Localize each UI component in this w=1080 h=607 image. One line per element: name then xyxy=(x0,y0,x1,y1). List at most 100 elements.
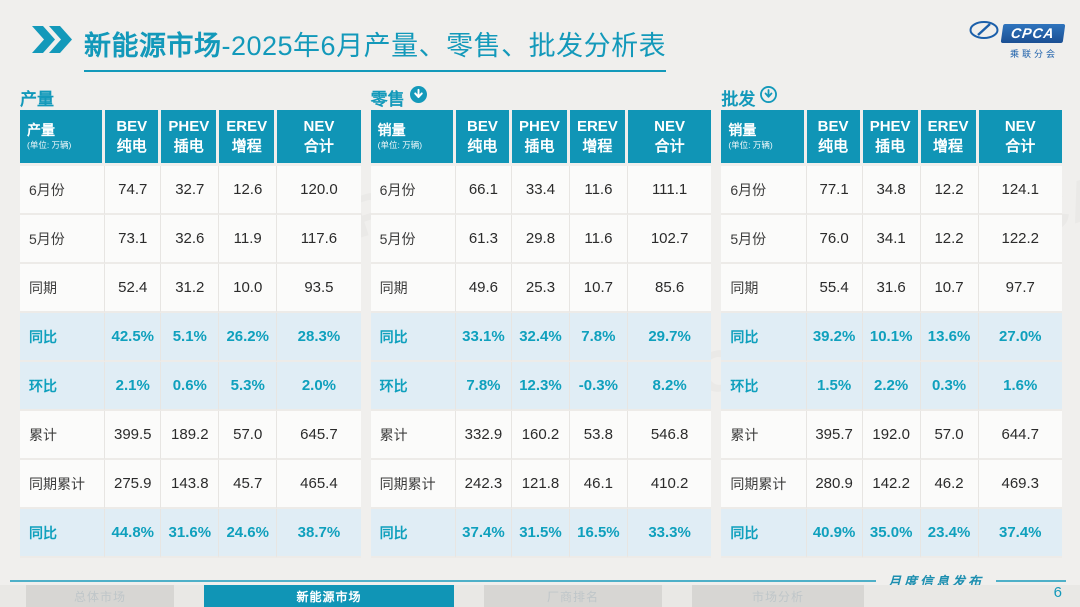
value-cell: 2.1% xyxy=(105,362,162,411)
value-cell: 44.8% xyxy=(105,509,162,558)
value-cell: 117.6 xyxy=(277,215,361,264)
wholesale-table: 批发 销量 (单位: 万辆) BEV 纯电 PHEV 插电 EREV 增程 NEV 合计 6月… xyxy=(721,84,1063,558)
value-cell: 546.8 xyxy=(627,411,712,460)
column-header: BEV 纯电 xyxy=(455,110,513,166)
value-cell: 13.6% xyxy=(920,313,979,362)
value-cell: 124.1 xyxy=(978,166,1063,215)
value-cell: 7.8% xyxy=(455,362,513,411)
table-row: 6月份 74.7 32.7 12.6 120.0 xyxy=(20,166,361,215)
value-cell: 143.8 xyxy=(161,460,220,509)
row-label-cell: 同期累计 xyxy=(20,460,106,509)
table-row: 5月份 61.3 29.8 11.6 102.7 xyxy=(370,215,712,264)
double-chevron-icon xyxy=(32,26,74,58)
tables-row: 产量 产量 (单位: 万辆) BEV 纯电 PHEV 插电 EREV 增程 NEV 合计 6月… xyxy=(20,84,1063,558)
cpca-wordmark: CPCA xyxy=(1000,23,1066,43)
value-cell: 55.4 xyxy=(806,264,863,313)
row-label-cell: 同比 xyxy=(721,509,807,558)
table-row: 同期 52.4 31.2 10.0 93.5 xyxy=(20,264,361,313)
column-header: BEV 纯电 xyxy=(806,110,863,166)
value-cell: 11.6 xyxy=(569,215,628,264)
production-table: 产量 产量 (单位: 万辆) BEV 纯电 PHEV 插电 EREV 增程 NEV 合计 6月… xyxy=(20,84,361,558)
value-cell: 242.3 xyxy=(455,460,513,509)
row-label-cell: 环比 xyxy=(721,362,807,411)
value-cell: 85.6 xyxy=(627,264,712,313)
row-label-cell: 同比 xyxy=(721,313,807,362)
row-label-cell: 6月份 xyxy=(721,166,807,215)
table-row: 同比 39.2% 10.1% 13.6% 27.0% xyxy=(721,313,1063,362)
value-cell: 122.2 xyxy=(978,215,1063,264)
value-cell: 31.2 xyxy=(161,264,220,313)
value-cell: 45.7 xyxy=(219,460,278,509)
value-cell: 5.3% xyxy=(219,362,278,411)
table-row: 同比 37.4% 31.5% 16.5% 33.3% xyxy=(370,509,712,558)
row-label-cell: 同比 xyxy=(370,313,456,362)
table-row: 5月份 76.0 34.1 12.2 122.2 xyxy=(721,215,1063,264)
table-row: 同期 49.6 25.3 10.7 85.6 xyxy=(370,264,712,313)
value-cell: 0.6% xyxy=(161,362,220,411)
value-cell: 49.6 xyxy=(455,264,513,313)
row-label-cell: 6月份 xyxy=(370,166,456,215)
value-cell: 52.4 xyxy=(105,264,162,313)
value-cell: 28.3% xyxy=(277,313,361,362)
value-cell: 93.5 xyxy=(277,264,361,313)
value-cell: 57.0 xyxy=(920,411,979,460)
value-cell: 34.8 xyxy=(862,166,921,215)
table-row: 同比 33.1% 32.4% 7.8% 29.7% xyxy=(370,313,712,362)
value-cell: 61.3 xyxy=(455,215,513,264)
table-row: 6月份 77.1 34.8 12.2 124.1 xyxy=(721,166,1063,215)
value-cell: 37.4% xyxy=(455,509,513,558)
value-cell: 12.2 xyxy=(920,166,979,215)
value-cell: 2.2% xyxy=(862,362,921,411)
bottom-tab-4[interactable]: 市场分析 xyxy=(692,585,864,607)
circle-down-arrow-icon xyxy=(760,86,778,108)
value-cell: 10.7 xyxy=(569,264,628,313)
value-cell: 32.4% xyxy=(512,313,570,362)
section-label: 产量 xyxy=(20,89,54,109)
value-cell: 121.8 xyxy=(512,460,570,509)
row-label-cell: 同期累计 xyxy=(370,460,456,509)
value-cell: 66.1 xyxy=(455,166,513,215)
row-label-cell: 5月份 xyxy=(370,215,456,264)
value-cell: 31.6% xyxy=(161,509,220,558)
value-cell: 25.3 xyxy=(512,264,570,313)
value-cell: 31.6 xyxy=(862,264,921,313)
section-title: 零售 xyxy=(371,84,712,110)
value-cell: 465.4 xyxy=(277,460,361,509)
row-label-cell: 累计 xyxy=(721,411,807,460)
bottom-tab-1[interactable]: 总体市场 xyxy=(26,585,174,607)
row-label-cell: 同比 xyxy=(20,509,106,558)
section-title: 批发 xyxy=(721,84,1062,110)
table-row: 同期累计 280.9 142.2 46.2 469.3 xyxy=(721,460,1063,509)
page-number: 6 xyxy=(1053,584,1062,601)
bottom-tab-3[interactable]: 厂商排名 xyxy=(484,585,662,607)
cpca-subtext: 乘联分会 xyxy=(1009,49,1058,59)
value-cell: 73.1 xyxy=(105,215,162,264)
column-header: NEV 合计 xyxy=(277,110,361,166)
value-cell: 23.4% xyxy=(920,509,979,558)
row-label-cell: 环比 xyxy=(20,362,106,411)
value-cell: 120.0 xyxy=(277,166,361,215)
value-cell: 160.2 xyxy=(512,411,570,460)
value-cell: 1.6% xyxy=(978,362,1063,411)
row-label-cell: 累计 xyxy=(370,411,456,460)
value-cell: 192.0 xyxy=(862,411,921,460)
table-row: 同期 55.4 31.6 10.7 97.7 xyxy=(721,264,1063,313)
value-cell: 57.0 xyxy=(219,411,278,460)
column-header: NEV 合计 xyxy=(978,110,1063,166)
row-label-cell: 同期 xyxy=(721,264,807,313)
value-cell: 29.7% xyxy=(627,313,712,362)
value-cell: 410.2 xyxy=(627,460,712,509)
table-header-row: 产量 (单位: 万辆) BEV 纯电 PHEV 插电 EREV 增程 NEV 合计 xyxy=(20,110,361,166)
bottom-tab-2[interactable]: 新能源市场 xyxy=(204,585,454,607)
cpca-swoosh-icon xyxy=(969,20,999,46)
value-cell: 46.1 xyxy=(569,460,628,509)
row-label-cell: 6月份 xyxy=(20,166,106,215)
value-cell: -0.3% xyxy=(569,362,628,411)
retail-table: 零售 销量 (单位: 万辆) BEV 纯电 PHEV 插电 EREV 增程 NEV 合计 6月… xyxy=(370,84,712,558)
value-cell: 10.1% xyxy=(862,313,921,362)
value-cell: 42.5% xyxy=(105,313,162,362)
table-row: 累计 332.9 160.2 53.8 546.8 xyxy=(370,411,712,460)
value-cell: 53.8 xyxy=(569,411,628,460)
value-cell: 8.2% xyxy=(627,362,712,411)
table-row: 5月份 73.1 32.6 11.9 117.6 xyxy=(20,215,361,264)
